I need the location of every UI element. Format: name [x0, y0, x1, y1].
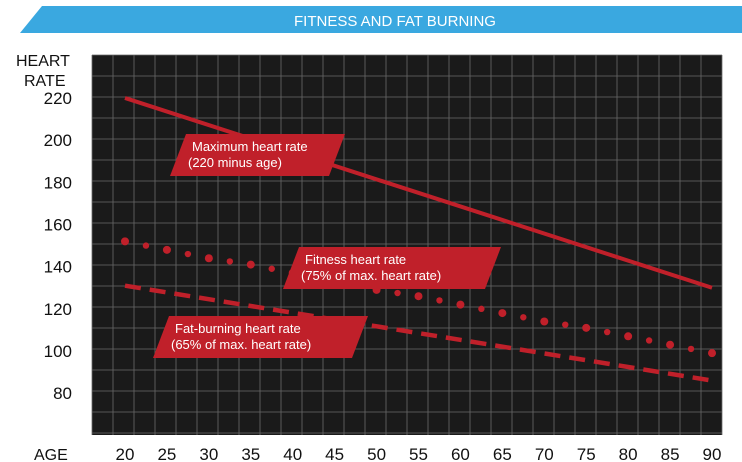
fat-burning-heart-rate-label: Fat-burning heart rate [175, 321, 301, 336]
x-tick-label: 60 [451, 445, 470, 462]
x-tick-label: 80 [619, 445, 638, 462]
fitness-point [142, 242, 150, 249]
fitness-point [520, 314, 527, 321]
fitness-heart-rate-label-box [283, 247, 501, 289]
fitness-point [708, 349, 716, 358]
y-axis-label-line2: RATE [24, 73, 65, 90]
y-axis-label-line1: HEART [16, 53, 70, 70]
fitness-point [394, 289, 401, 297]
x-tick-label: 25 [157, 445, 176, 462]
fitness-point [268, 265, 275, 272]
fitness-point [666, 340, 675, 349]
fitness-point [498, 309, 507, 318]
x-axis-label: AGE [34, 447, 68, 462]
x-tick-labels: 20 25 30 35 40 45 50 55 60 65 70 75 80 85 90 [116, 445, 722, 462]
fitness-point [478, 305, 485, 313]
fitness-point [414, 292, 423, 301]
series-lines [121, 96, 716, 383]
x-tick-label: 35 [241, 445, 260, 462]
x-tick-label: 45 [325, 445, 344, 462]
fitness-point [687, 345, 695, 353]
max-heart-rate-label: (220 minus age) [188, 155, 282, 170]
max-heart-rate-label-box [170, 134, 345, 176]
fitness-point [246, 260, 255, 269]
fat-burning-heart-rate-label-box [153, 316, 368, 358]
y-tick-label: 80 [53, 384, 72, 403]
fitness-point [645, 337, 653, 344]
fitness-point [121, 237, 129, 246]
x-tick-label: 65 [493, 445, 512, 462]
y-tick-label: 220 [44, 89, 72, 108]
x-tick-label: 40 [283, 445, 302, 462]
fitness-point [624, 332, 633, 341]
fitness-point [184, 250, 192, 258]
x-tick-label: 90 [703, 445, 722, 462]
fitness-point [540, 317, 549, 326]
fitness-point [204, 254, 213, 263]
y-tick-label: 200 [44, 131, 72, 150]
fitness-point [436, 297, 443, 304]
fitness-point [226, 258, 234, 265]
max-heart-rate-line [124, 96, 713, 290]
y-tick-label: 160 [44, 216, 72, 235]
fat-burning-heart-rate-label: (65% of max. heart rate) [171, 337, 311, 352]
fitness-point [456, 300, 465, 309]
fitness-heart-rate-label: Fitness heart rate [305, 252, 406, 267]
title-banner [20, 6, 742, 33]
max-heart-rate-label: Maximum heart rate [192, 139, 308, 154]
series-labels: Maximum heart rate(220 minus age) Fitness… [153, 134, 501, 358]
fitness-heart-rate-label: (75% of max. heart rate) [301, 268, 441, 283]
fitness-point [603, 328, 611, 336]
y-tick-label: 100 [44, 342, 72, 361]
fitness-point [162, 245, 171, 254]
y-tick-label: 120 [44, 300, 72, 319]
fitness-point [582, 323, 591, 332]
x-tick-label: 85 [661, 445, 680, 462]
y-tick-labels: 80 100 120 140 160 180 200 220 [44, 89, 72, 403]
chart-title: FITNESS AND FAT BURNING [294, 13, 496, 30]
grid-lines [91, 54, 723, 435]
y-tick-label: 140 [44, 258, 72, 277]
fitness-point [562, 321, 569, 328]
x-tick-label: 30 [199, 445, 218, 462]
x-tick-label: 70 [535, 445, 554, 462]
x-tick-label: 55 [409, 445, 428, 462]
x-tick-label: 20 [116, 445, 135, 462]
x-tick-label: 75 [577, 445, 596, 462]
y-tick-label: 180 [44, 173, 72, 192]
x-tick-label: 50 [367, 445, 386, 462]
